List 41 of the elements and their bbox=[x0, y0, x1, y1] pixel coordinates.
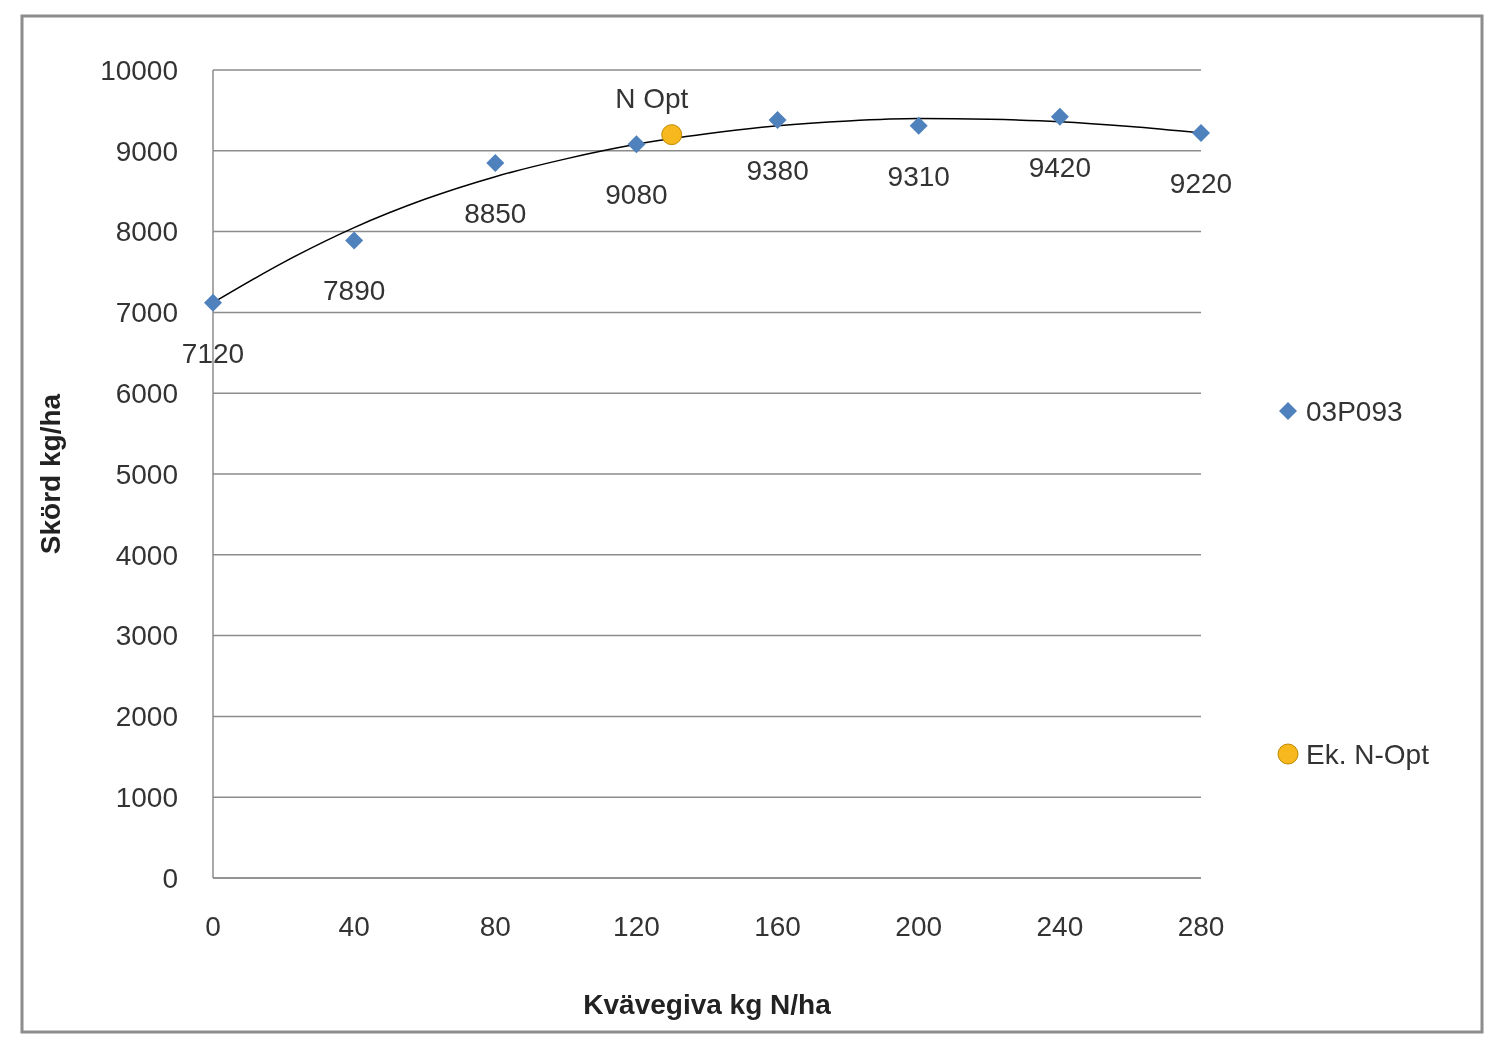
x-tick-label: 40 bbox=[338, 911, 370, 942]
x-tick-label: 240 bbox=[1036, 911, 1084, 942]
x-axis-title: Kvävegiva kg N/ha bbox=[583, 989, 832, 1020]
data-label: 7120 bbox=[181, 337, 245, 369]
point bbox=[627, 135, 646, 154]
y-tick-label: 9000 bbox=[115, 135, 178, 167]
y-tick-label: 7000 bbox=[115, 297, 178, 329]
y-tick-label: 5000 bbox=[115, 458, 178, 490]
data-label: 8850 bbox=[464, 197, 527, 229]
point bbox=[909, 116, 928, 135]
y-tick-label: 0 bbox=[162, 862, 178, 894]
data-label: 9220 bbox=[1169, 168, 1233, 200]
data-label: 9380 bbox=[746, 155, 809, 187]
x-tick-label: 120 bbox=[613, 911, 660, 942]
data-label: 7890 bbox=[322, 275, 386, 307]
x-tick-label: 0 bbox=[205, 911, 221, 942]
point bbox=[1050, 107, 1069, 126]
legend-label: Ek. N-Opt bbox=[1306, 738, 1430, 770]
legend-label: 03P093 bbox=[1306, 395, 1403, 427]
data-label: 9080 bbox=[605, 179, 668, 211]
data-label: 9420 bbox=[1028, 151, 1092, 183]
point bbox=[486, 153, 505, 172]
y-tick-label: 4000 bbox=[115, 539, 178, 571]
point bbox=[345, 231, 364, 250]
point bbox=[1192, 124, 1210, 143]
y-tick-label: 6000 bbox=[115, 378, 178, 409]
y-tick-label: 10000 bbox=[100, 54, 178, 86]
x-tick-label: 160 bbox=[754, 911, 801, 942]
point bbox=[204, 293, 222, 312]
point bbox=[661, 124, 683, 146]
y-tick-label: 1000 bbox=[115, 782, 178, 813]
y-tick-label: 3000 bbox=[115, 620, 178, 652]
data-label: 9310 bbox=[887, 160, 950, 192]
y-tick-label: 8000 bbox=[115, 216, 178, 248]
y-tick-label: 2000 bbox=[115, 701, 178, 733]
point bbox=[768, 111, 787, 130]
x-tick-label: 200 bbox=[895, 911, 943, 942]
x-tick-label: 80 bbox=[479, 911, 511, 942]
x-tick-label: 280 bbox=[1177, 911, 1225, 942]
y-axis-title: Skörd kg/ha bbox=[35, 393, 66, 555]
annotation: N Opt bbox=[615, 82, 689, 114]
